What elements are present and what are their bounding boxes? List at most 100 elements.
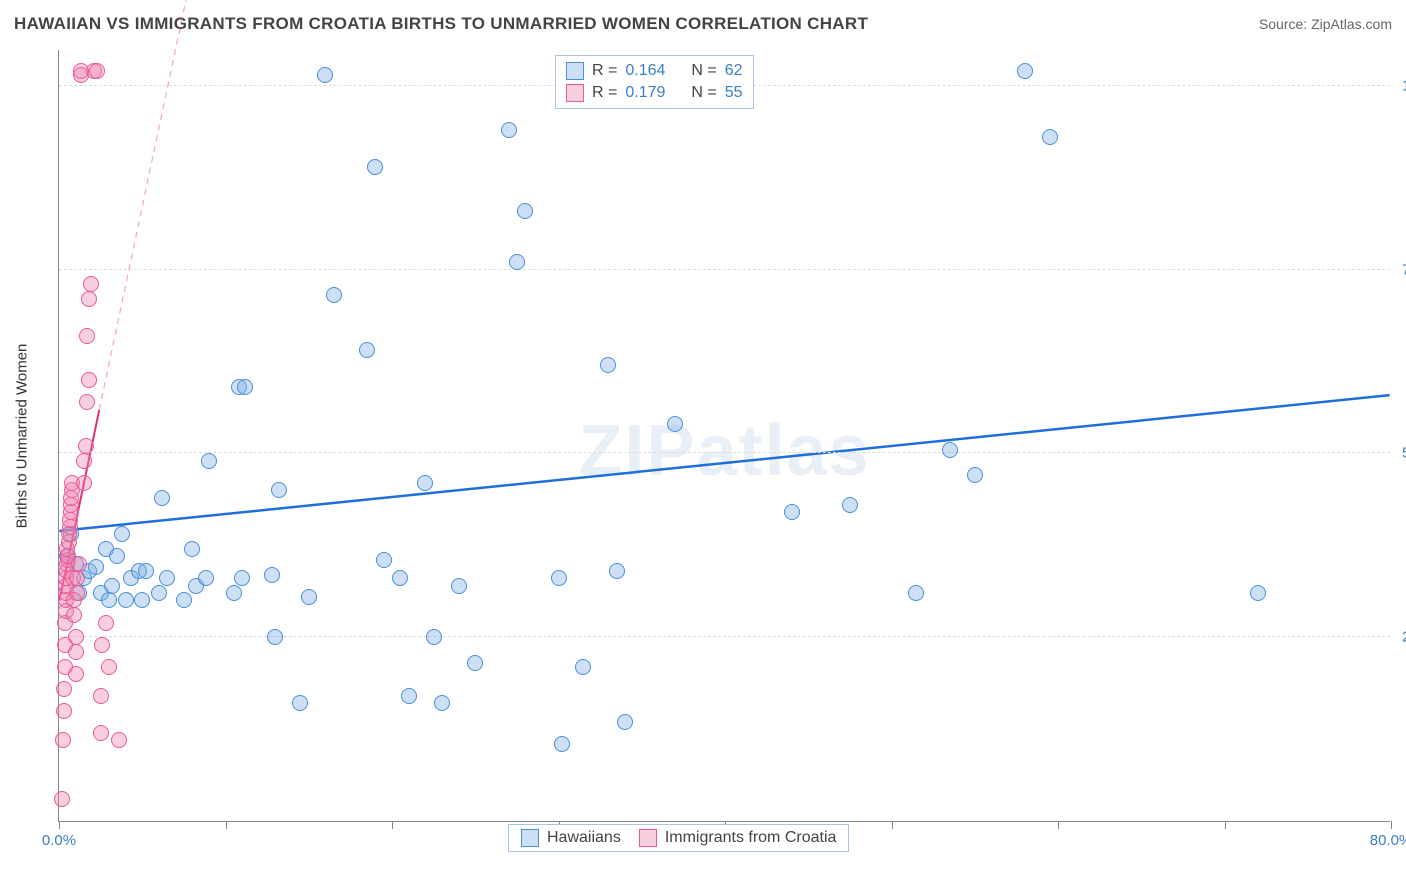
data-point: [76, 453, 92, 469]
legend-label: Hawaiians: [547, 829, 621, 847]
source-label: Source: ZipAtlas.com: [1259, 16, 1392, 32]
data-point: [784, 504, 800, 520]
legend-item: Hawaiians: [521, 829, 621, 847]
data-point: [234, 570, 250, 586]
data-point: [71, 556, 87, 572]
data-point: [1250, 585, 1266, 601]
data-point: [908, 585, 924, 601]
data-point: [617, 714, 633, 730]
data-point: [79, 394, 95, 410]
y-tick-label: 50.0%: [1394, 445, 1406, 462]
data-point: [434, 695, 450, 711]
data-point: [56, 681, 72, 697]
r-label: R =: [592, 84, 617, 102]
data-point: [184, 541, 200, 557]
watermark: ZIPatlas: [578, 410, 870, 492]
data-point: [426, 629, 442, 645]
data-point: [1017, 63, 1033, 79]
data-point: [101, 659, 117, 675]
data-point: [81, 291, 97, 307]
data-point: [68, 644, 84, 660]
x-tick-label: 0.0%: [42, 832, 76, 849]
n-value: 62: [725, 62, 743, 80]
data-point: [509, 254, 525, 270]
data-point: [154, 490, 170, 506]
data-point: [575, 659, 591, 675]
r-value: 0.179: [625, 84, 665, 102]
data-point: [88, 559, 104, 575]
data-point: [517, 203, 533, 219]
data-point: [101, 592, 117, 608]
data-point: [842, 497, 858, 513]
gridline-h: 25.0%: [59, 636, 1390, 637]
data-point: [667, 416, 683, 432]
data-point: [609, 563, 625, 579]
x-tick: [59, 821, 60, 829]
r-value: 0.164: [625, 62, 665, 80]
x-tick: [392, 821, 393, 829]
data-point: [1042, 129, 1058, 145]
data-point: [271, 482, 287, 498]
title-bar: HAWAIIAN VS IMMIGRANTS FROM CROATIA BIRT…: [14, 14, 1392, 34]
n-label: N =: [691, 84, 716, 102]
legend-row: R =0.164N =62: [566, 60, 743, 82]
data-point: [78, 438, 94, 454]
n-label: N =: [691, 62, 716, 80]
data-point: [317, 67, 333, 83]
y-tick-label: 100.0%: [1394, 77, 1406, 94]
data-point: [81, 372, 97, 388]
data-point: [176, 592, 192, 608]
legend-swatch: [566, 84, 584, 102]
data-point: [600, 357, 616, 373]
data-point: [104, 578, 120, 594]
data-point: [392, 570, 408, 586]
gridline-h: 50.0%: [59, 452, 1390, 453]
data-point: [56, 703, 72, 719]
legend-swatch: [639, 829, 657, 847]
data-point: [83, 276, 99, 292]
x-tick: [1058, 821, 1059, 829]
gridline-h: 75.0%: [59, 269, 1390, 270]
x-tick: [1225, 821, 1226, 829]
data-point: [198, 570, 214, 586]
n-value: 55: [725, 84, 743, 102]
x-tick: [892, 821, 893, 829]
data-point: [69, 585, 85, 601]
data-point: [267, 629, 283, 645]
data-point: [401, 688, 417, 704]
legend-swatch: [521, 829, 539, 847]
series-legend: HawaiiansImmigrants from Croatia: [508, 824, 849, 852]
data-point: [554, 736, 570, 752]
data-point: [68, 629, 84, 645]
data-point: [138, 563, 154, 579]
data-point: [76, 475, 92, 491]
data-point: [69, 570, 85, 586]
data-point: [55, 732, 71, 748]
data-point: [93, 688, 109, 704]
data-point: [551, 570, 567, 586]
data-point: [501, 122, 517, 138]
data-point: [159, 570, 175, 586]
data-point: [94, 637, 110, 653]
data-point: [264, 567, 280, 583]
data-point: [79, 328, 95, 344]
data-point: [114, 526, 130, 542]
data-point: [237, 379, 253, 395]
legend-swatch: [566, 62, 584, 80]
data-point: [359, 342, 375, 358]
data-point: [942, 442, 958, 458]
scatter-plot-area: ZIPatlas 25.0%50.0%75.0%100.0%0.0%80.0%: [58, 50, 1390, 822]
data-point: [68, 666, 84, 682]
trend-lines: [59, 50, 1390, 821]
data-point: [66, 607, 82, 623]
data-point: [967, 467, 983, 483]
data-point: [376, 552, 392, 568]
data-point: [54, 791, 70, 807]
correlation-legend: R =0.164N =62R =0.179N =55: [555, 55, 754, 109]
data-point: [118, 592, 134, 608]
data-point: [301, 589, 317, 605]
data-point: [151, 585, 167, 601]
x-tick: [1391, 821, 1392, 829]
data-point: [201, 453, 217, 469]
data-point: [467, 655, 483, 671]
